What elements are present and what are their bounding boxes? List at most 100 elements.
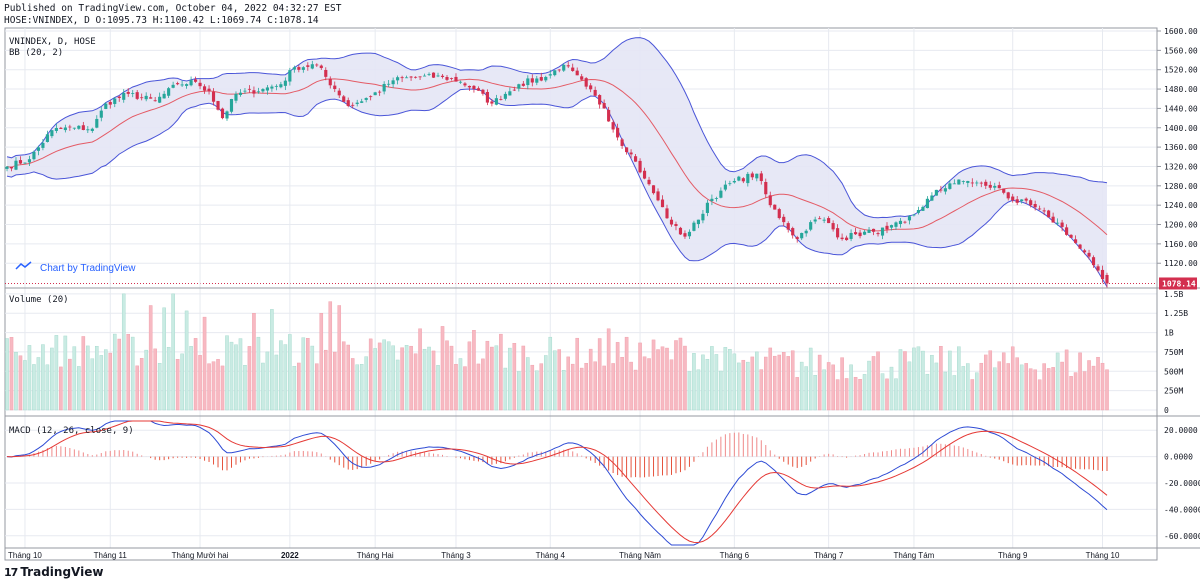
- candle: [674, 221, 678, 231]
- candles: [5, 60, 1109, 288]
- volume-bar: [252, 313, 256, 411]
- candle: [961, 180, 965, 185]
- candle-body: [827, 218, 831, 224]
- bollinger-band-fill: [7, 37, 1107, 287]
- candle: [1038, 205, 1042, 211]
- candle-body: [809, 222, 813, 230]
- candle-body: [836, 228, 840, 238]
- volume-bar: [741, 359, 746, 411]
- volume-bar: [216, 359, 220, 411]
- volume-bar: [283, 344, 288, 411]
- macd-line: [6, 420, 1108, 546]
- candle-body: [692, 222, 696, 231]
- bb-indicator-label: BB (20, 2): [9, 48, 63, 58]
- candle: [414, 76, 418, 79]
- candle-body: [9, 166, 14, 169]
- volume-bar: [234, 344, 238, 411]
- candle: [270, 84, 274, 92]
- candle-body: [773, 204, 777, 210]
- candle-body: [912, 214, 916, 216]
- candle-body: [81, 125, 85, 130]
- volume-bar: [324, 349, 328, 411]
- candle: [472, 85, 476, 93]
- candle-body: [898, 220, 903, 225]
- candle-body: [1042, 210, 1046, 212]
- candle-body: [1074, 239, 1078, 243]
- candle-body: [593, 89, 597, 96]
- candle-body: [355, 102, 359, 104]
- candle: [530, 74, 534, 87]
- macd-pane-title: MACD (12, 26, close, 9): [9, 426, 134, 436]
- candle: [1011, 193, 1015, 203]
- candle-body: [153, 100, 157, 102]
- candle-body: [683, 233, 687, 237]
- candle-body: [396, 77, 400, 81]
- volume-bar: [799, 361, 804, 411]
- volume-bar: [925, 373, 930, 411]
- candle-body: [283, 80, 287, 86]
- volume-bar: [166, 347, 171, 411]
- candle-body: [871, 228, 876, 232]
- candle: [750, 171, 754, 181]
- candle-body: [149, 97, 153, 99]
- candle: [539, 72, 543, 82]
- volume-bar: [18, 355, 23, 411]
- candle-body: [45, 134, 49, 142]
- cloud-chart-icon: [15, 261, 32, 270]
- candle: [840, 233, 844, 241]
- candle: [678, 226, 683, 236]
- price-tick-label: 1120.00: [1164, 259, 1198, 268]
- candle: [333, 81, 337, 93]
- volume-bar: [301, 337, 306, 411]
- volume-bar: [808, 347, 813, 411]
- volume-bar: [86, 345, 90, 411]
- candle: [202, 84, 207, 94]
- candle-body: [1047, 210, 1051, 218]
- volume-bar: [440, 326, 445, 411]
- candle: [1069, 234, 1073, 238]
- candle-body: [207, 88, 211, 92]
- candle: [449, 77, 454, 81]
- candle-body: [301, 67, 305, 70]
- candle-body: [234, 93, 238, 101]
- candle-body: [849, 232, 853, 239]
- volume-bar: [1055, 352, 1060, 411]
- candle: [620, 138, 624, 149]
- time-tick-label: Tháng 10: [1086, 551, 1120, 560]
- chart-canvas[interactable]: 1600.00 1560.00 1520.00 1480.00 1440.00 1400.…: [0, 0, 1200, 563]
- candle: [301, 66, 305, 73]
- candle-body: [858, 232, 862, 237]
- volume-bar: [81, 336, 86, 411]
- candle-body: [405, 77, 409, 79]
- volume-bar: [400, 347, 404, 411]
- price-tick-label: 1400.00: [1164, 124, 1198, 133]
- volume-bar: [189, 346, 193, 411]
- candle: [696, 219, 700, 229]
- candle-body: [889, 225, 894, 228]
- candle: [499, 95, 503, 101]
- candle-body: [957, 179, 961, 185]
- volume-bar: [121, 293, 126, 411]
- volume-bar: [490, 346, 494, 411]
- volume-bar: [499, 333, 503, 411]
- candle-body: [59, 127, 63, 129]
- candle-body: [279, 84, 283, 88]
- volume-bar: [687, 371, 692, 411]
- candle-body: [108, 101, 112, 105]
- volume-bar: [45, 364, 50, 411]
- volume-bar: [1100, 362, 1105, 411]
- time-tick-label: Tháng Tám: [894, 551, 935, 560]
- time-tick-label: Tháng 11: [94, 551, 128, 560]
- candle-body: [553, 70, 557, 76]
- tradingview-watermark[interactable]: Chart by TradingView: [15, 261, 136, 274]
- price-pane-title: VNINDEX, D, HOSE: [9, 37, 96, 47]
- volume-bar: [144, 349, 148, 411]
- candle: [158, 92, 162, 104]
- tradingview-logo[interactable]: 17 TradingView: [4, 565, 103, 579]
- candle-body: [247, 88, 252, 90]
- volume-bar: [961, 366, 966, 411]
- price-tick-label: 1240.00: [1164, 201, 1198, 210]
- volume-bar: [777, 354, 782, 411]
- volume-bar: [1033, 369, 1037, 411]
- candle-body: [602, 103, 606, 109]
